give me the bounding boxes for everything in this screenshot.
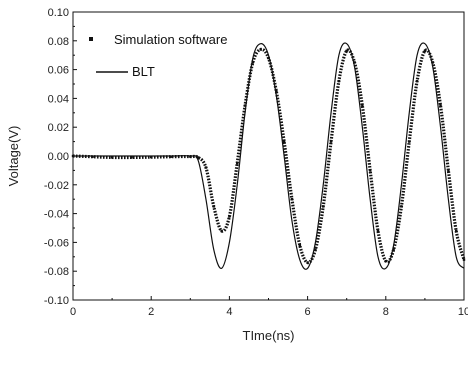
y-tick-label: 0.08: [48, 36, 69, 48]
data-point-simulation: [384, 259, 387, 263]
data-point-simulation: [423, 49, 427, 53]
y-tick-label: -0.10: [44, 295, 69, 307]
data-point-simulation: [353, 61, 356, 64]
legend-marker-simulation: [89, 37, 93, 41]
data-point-simulation: [439, 104, 442, 107]
data-point-simulation: [220, 229, 223, 233]
data-point-simulation: [110, 156, 114, 159]
y-tick-label: 0.00: [48, 151, 69, 163]
data-point-simulation: [204, 166, 208, 169]
data-point-simulation: [337, 79, 341, 83]
y-axis-label: Voltage(V): [6, 126, 21, 187]
y-tick-label: -0.02: [44, 180, 69, 192]
x-tick-label: 2: [148, 306, 154, 318]
y-tick-label: 0.06: [48, 65, 69, 77]
data-point-simulation: [368, 169, 372, 172]
data-point-simulation: [130, 156, 133, 159]
data-point-simulation: [91, 155, 94, 158]
data-point-simulation: [345, 49, 348, 53]
data-point-simulation: [306, 261, 309, 264]
data-point-simulation: [431, 61, 434, 64]
data-point-simulation: [408, 140, 411, 143]
y-tick-label: 0.10: [48, 7, 69, 19]
data-point-simulation: [290, 198, 294, 201]
data-point-simulation: [462, 258, 466, 261]
data-point-simulation: [392, 248, 395, 251]
legend: Simulation software BLT: [89, 32, 227, 79]
data-point-simulation: [415, 79, 419, 83]
data-point-simulation: [314, 248, 317, 251]
legend-label-simulation: Simulation software: [114, 32, 227, 47]
x-tick-label: 0: [70, 306, 76, 318]
data-point-simulation: [447, 169, 450, 172]
y-tick-label: -0.04: [44, 209, 69, 221]
data-point-simulation: [243, 104, 247, 107]
series-layer: [71, 42, 466, 270]
series-line-blt: [72, 42, 465, 270]
data-point-simulation: [322, 205, 325, 208]
data-point-simulation: [376, 229, 380, 233]
data-point-simulation: [275, 90, 278, 93]
data-point-simulation: [150, 155, 153, 159]
x-tick-label: 6: [305, 306, 311, 318]
data-point-simulation: [298, 244, 301, 247]
x-tick-label: 10: [458, 306, 468, 318]
series-line-simulation: [72, 47, 466, 265]
y-tick-label: -0.06: [44, 237, 69, 249]
data-point-simulation: [259, 48, 262, 51]
x-axis-label: TIme(ns): [243, 328, 295, 343]
plot-area: [71, 11, 466, 301]
x-tick-label: 8: [383, 306, 389, 318]
data-point-simulation: [361, 104, 364, 107]
y-tick-label: 0.02: [48, 122, 69, 134]
data-point-simulation: [228, 215, 231, 218]
data-point-simulation: [251, 61, 255, 64]
x-axis-ticks: 0 2 4 6 8 10: [70, 296, 468, 318]
x-tick-label: 4: [226, 306, 232, 318]
data-point-simulation: [169, 155, 172, 158]
data-point-simulation: [454, 229, 458, 233]
data-point-simulation: [212, 205, 215, 208]
legend-label-blt: BLT: [132, 64, 155, 79]
data-point-simulation: [400, 205, 403, 208]
data-point-simulation: [196, 156, 200, 159]
y-tick-label: -0.08: [44, 266, 69, 278]
y-axis-ticks: -0.10 -0.08 -0.06 -0.04 -0.02 0.00 0.02 0.04 0.0…: [44, 7, 77, 307]
data-point-simulation: [71, 154, 75, 158]
data-point-simulation: [329, 140, 333, 143]
data-point-simulation: [189, 155, 192, 158]
y-tick-label: 0.04: [48, 93, 69, 105]
data-point-simulation: [267, 56, 270, 60]
data-point-simulation: [236, 162, 239, 165]
data-point-simulation: [282, 140, 286, 143]
